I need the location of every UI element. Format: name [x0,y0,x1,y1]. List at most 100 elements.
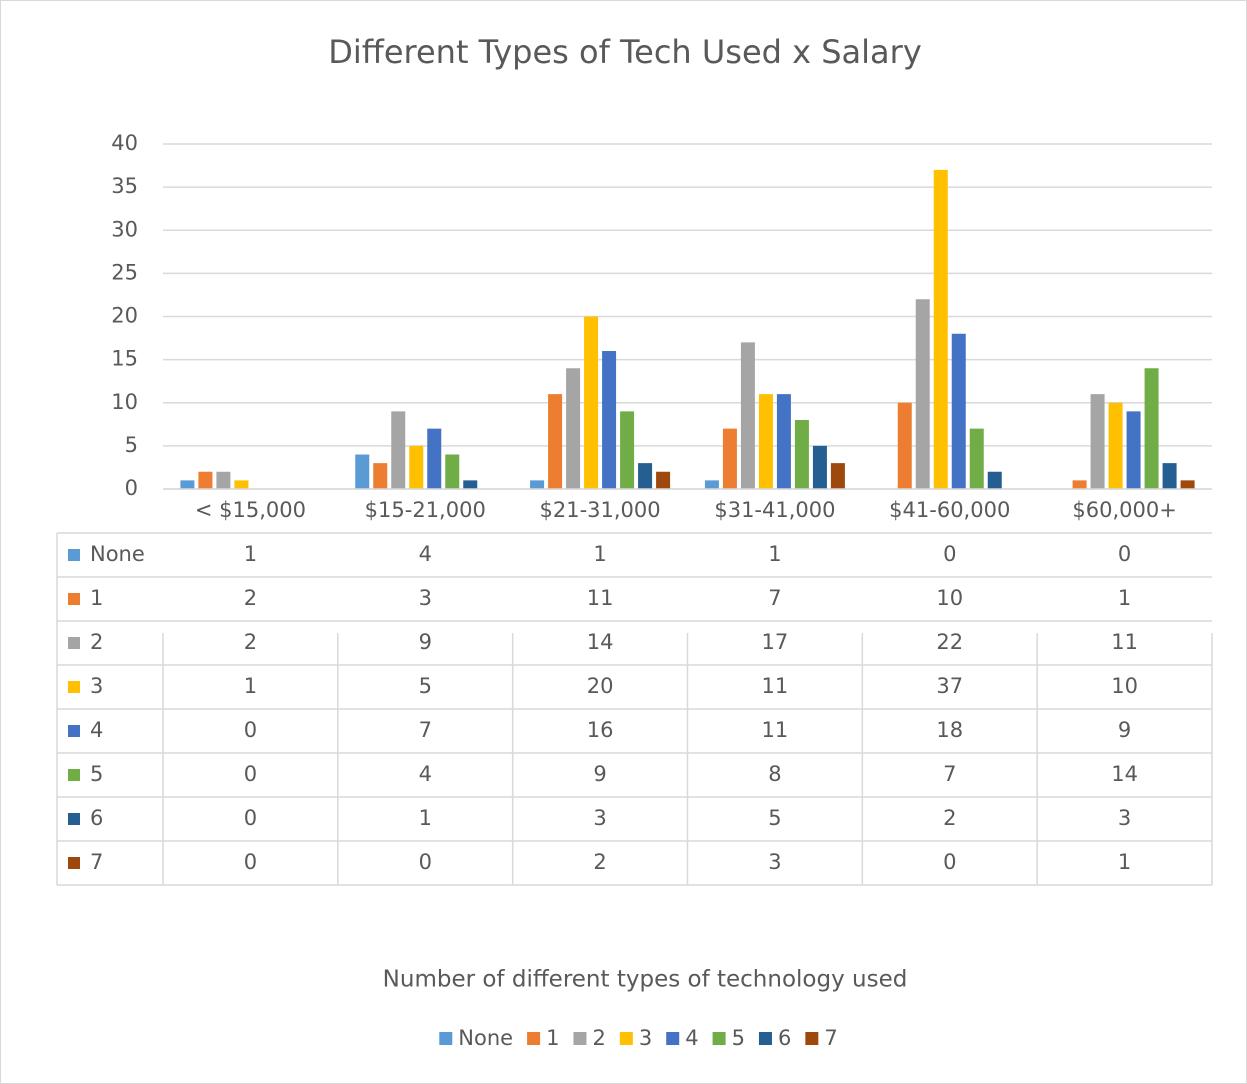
table-legend-key [68,593,80,605]
bar [530,480,545,489]
table-cell: 11 [1111,630,1138,654]
bar [463,480,478,489]
table-cell: 10 [1111,674,1138,698]
table-cell: 9 [419,630,432,654]
table-cell: 18 [936,718,963,742]
table-cell: 7 [768,586,781,610]
table-row-label: 6 [90,806,103,830]
table-cell: 1 [1118,850,1131,874]
legend-label: 4 [685,1026,698,1050]
table-cell: 20 [587,674,614,698]
x-axis-title: Number of different types of technology … [383,967,908,993]
bar [969,428,984,489]
table-cell: 0 [419,850,432,874]
y-tick-label: 40 [111,131,138,155]
bar [758,394,773,489]
legend-label: 1 [546,1026,559,1050]
table-cell: 14 [587,630,614,654]
table-cell: 10 [936,586,963,610]
table-cell: 11 [762,718,789,742]
table-cell: 16 [587,718,614,742]
table-cell: 2 [244,586,257,610]
table-cell: 5 [768,806,781,830]
bar [1144,368,1159,489]
bar [1126,411,1141,489]
table-cell: 1 [244,542,257,566]
bar [933,169,948,489]
table-cell: 3 [419,586,432,610]
table-row-label: 1 [90,586,103,610]
table-cell: 0 [244,762,257,786]
bar [373,463,388,489]
y-tick-label: 30 [111,217,138,241]
table-legend-key [68,769,80,781]
table-cell: 4 [419,542,432,566]
bar [548,394,563,489]
x-tick-label: $21-31,000 [540,498,661,522]
table-cell: 11 [762,674,789,698]
table-row-label: 2 [90,630,103,654]
table-cell: 1 [1118,586,1131,610]
bar [1180,480,1195,489]
bar [445,454,460,489]
bar [409,445,424,489]
table-cell: 7 [943,762,956,786]
bar [355,454,370,489]
table-cell: 0 [943,542,956,566]
legend-label: 2 [592,1026,605,1050]
table-cell: 11 [587,586,614,610]
table-cell: 8 [768,762,781,786]
table-cell: 9 [1118,718,1131,742]
bar [987,471,1002,489]
y-tick-label: 15 [111,347,138,371]
table-cell: 2 [593,850,606,874]
bar [794,420,809,489]
bar [234,480,249,489]
legend-label: 5 [732,1026,745,1050]
table-cell: 0 [244,850,257,874]
x-tick-label: $60,000+ [1072,498,1176,522]
bar [198,471,213,489]
table-legend-key [68,813,80,825]
table-cell: 37 [936,674,963,698]
table-row-label: 4 [90,718,103,742]
table-cell: 0 [244,718,257,742]
bar [584,316,599,489]
legend-key [619,1032,633,1045]
bar [391,411,406,489]
table-cell: 17 [762,630,789,654]
table-cell: 2 [943,806,956,830]
table-cell: 1 [244,674,257,698]
bar [180,480,195,489]
table-cell: 3 [1118,806,1131,830]
legend-key [758,1032,772,1045]
bar [656,471,671,489]
table-row-label: 5 [90,762,103,786]
bar [951,333,966,489]
legend-label: 7 [824,1026,837,1050]
bar [602,351,617,489]
bar [897,402,912,489]
y-tick-label: 20 [111,304,138,328]
bar [427,428,442,489]
table-legend-key [68,549,80,561]
table-cell: 7 [419,718,432,742]
table-row-label: 3 [90,674,103,698]
bar [704,480,719,489]
bar [566,368,581,489]
legend-key [527,1032,541,1045]
bar [915,299,930,489]
table-legend-key [68,857,80,869]
bar [638,463,653,489]
table-cell: 1 [768,542,781,566]
table-cell: 3 [768,850,781,874]
table-legend-key [68,725,80,737]
table-cell: 9 [593,762,606,786]
bar [1108,402,1123,489]
legend-key [712,1032,726,1045]
table-cell: 14 [1111,762,1138,786]
y-tick-label: 0 [125,476,138,500]
bar [1162,463,1177,489]
table-cell: 4 [419,762,432,786]
